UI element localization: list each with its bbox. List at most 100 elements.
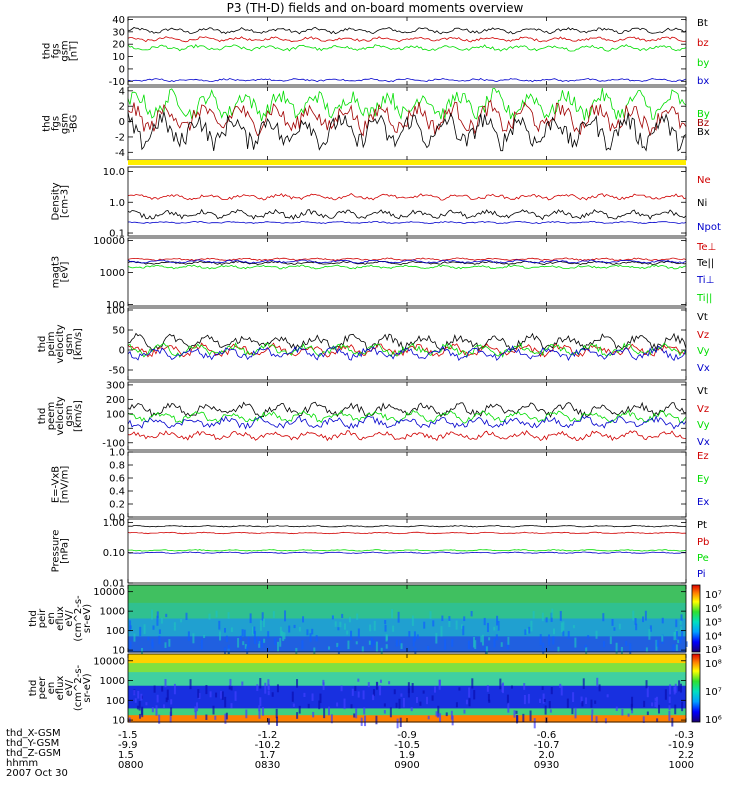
spectrum-texture: [654, 697, 657, 701]
spectrum-texture: [169, 711, 172, 723]
spectrum-band: [128, 658, 686, 662]
series-by: [127, 44, 687, 52]
panel-frame: [127, 237, 687, 307]
spectrum-texture: [158, 635, 161, 645]
spectrum-band: [128, 627, 686, 631]
spectrum-band: [128, 622, 686, 626]
ylabel-line: [km/s]: [73, 400, 84, 432]
spectrum-band: [128, 629, 686, 633]
spectrum-texture: [158, 629, 161, 635]
spectrum-texture: [224, 696, 227, 708]
spectrum-texture: [438, 679, 441, 686]
spectrum-texture: [209, 691, 212, 698]
spectrum-texture: [613, 627, 616, 631]
spectrum-texture: [249, 613, 252, 624]
ylabel-line: en: [46, 682, 57, 695]
spectrum-texture: [237, 637, 240, 648]
spectrum-texture: [261, 639, 264, 648]
spectrum-texture: [668, 710, 671, 721]
spectrum-texture: [681, 630, 684, 640]
ylabel-line: thd: [28, 680, 39, 697]
spectrum-texture: [595, 716, 598, 723]
spectrum-texture: [353, 713, 356, 718]
spectrum-texture: [414, 647, 417, 659]
ytick-label: 1000: [100, 607, 125, 618]
ytick-label: 40: [112, 15, 125, 26]
series-Te||: [127, 260, 687, 266]
ylabel-line: E=-VxB: [51, 466, 62, 503]
spectrum-texture: [644, 610, 647, 621]
spectrum-texture: [180, 618, 183, 623]
row-label-z-gsm: thd_Z-GSM: [6, 748, 61, 759]
spectrum-texture: [679, 620, 682, 625]
spectrum-texture: [140, 648, 143, 657]
spectrum-texture: [485, 646, 488, 657]
row-label-x-gsm: thd_X-GSM: [6, 728, 61, 739]
panel-7-ylabel: E=-VxB[mV/m]: [51, 466, 71, 504]
series-Bz: [127, 99, 687, 137]
spectrum-texture: [538, 698, 541, 704]
spectrum-texture: [192, 633, 195, 644]
spectrum-texture: [621, 708, 624, 716]
spectrum-band: [128, 685, 686, 689]
legend-Ey: Ey: [697, 474, 709, 485]
spectrum-texture: [261, 612, 264, 621]
spectrum-texture: [678, 680, 681, 692]
spectrum-band: [128, 701, 686, 705]
spectrum-texture: [203, 634, 206, 639]
spectrum-texture: [680, 626, 683, 631]
xtick-label-t: 0830: [255, 760, 280, 771]
colorbar-frame: [691, 584, 701, 653]
spectrum-texture: [523, 683, 526, 690]
spectrum-texture: [441, 615, 444, 622]
legend-bx: bx: [697, 76, 709, 87]
spectrum-texture: [234, 691, 237, 701]
series-Vy: [127, 409, 687, 424]
spectrum-texture: [385, 634, 388, 641]
ylabel-line: [eV]: [60, 262, 71, 283]
ylabel-line: velocity: [55, 324, 66, 363]
spectrum-texture: [582, 678, 585, 689]
spectrum-band: [128, 596, 686, 599]
spectrum-texture: [370, 637, 373, 648]
spectrum-texture: [350, 704, 353, 709]
spectrum-texture: [585, 697, 588, 705]
spectrum-texture: [541, 612, 544, 622]
spectrum-texture: [138, 701, 141, 711]
ytick-label: 0: [119, 346, 125, 357]
spectrum-texture: [284, 610, 287, 622]
ylabel-line: [nPa]: [60, 538, 71, 564]
spectrum-texture: [584, 644, 587, 648]
spectrum-texture: [187, 631, 190, 641]
spectrum-texture: [668, 696, 671, 704]
ytick-label: 100: [106, 696, 125, 707]
spectrum-band: [128, 703, 686, 707]
spectrum-texture: [566, 698, 569, 708]
spectrum-texture: [280, 630, 283, 637]
series-Ti⊥: [127, 259, 687, 264]
spectrum-band: [128, 688, 686, 691]
spectrum-texture: [642, 616, 645, 623]
spectrum-band: [128, 645, 686, 649]
ylabel-line: Pressure: [51, 530, 62, 573]
spectrum-texture: [143, 624, 146, 635]
spectrum-texture: [293, 624, 296, 629]
spectrum-band: [128, 600, 686, 604]
spectrum-texture: [495, 634, 498, 641]
ytick-label: 4: [119, 86, 125, 97]
spectrum-band: [128, 625, 686, 629]
spectrum-texture: [435, 711, 438, 717]
spectrum-texture: [253, 626, 256, 634]
spectrum-texture: [368, 640, 371, 645]
spectrum-band: [128, 618, 686, 622]
spectrum-texture: [542, 693, 545, 704]
legend-by: by: [697, 58, 709, 69]
spectrum-texture: [410, 707, 413, 712]
spectrum-texture: [548, 634, 551, 646]
spectrum-band: [128, 598, 686, 602]
spectrum-band: [128, 697, 686, 700]
spectrum-texture: [336, 642, 339, 648]
xtick-label-x: -1.5: [118, 730, 138, 741]
